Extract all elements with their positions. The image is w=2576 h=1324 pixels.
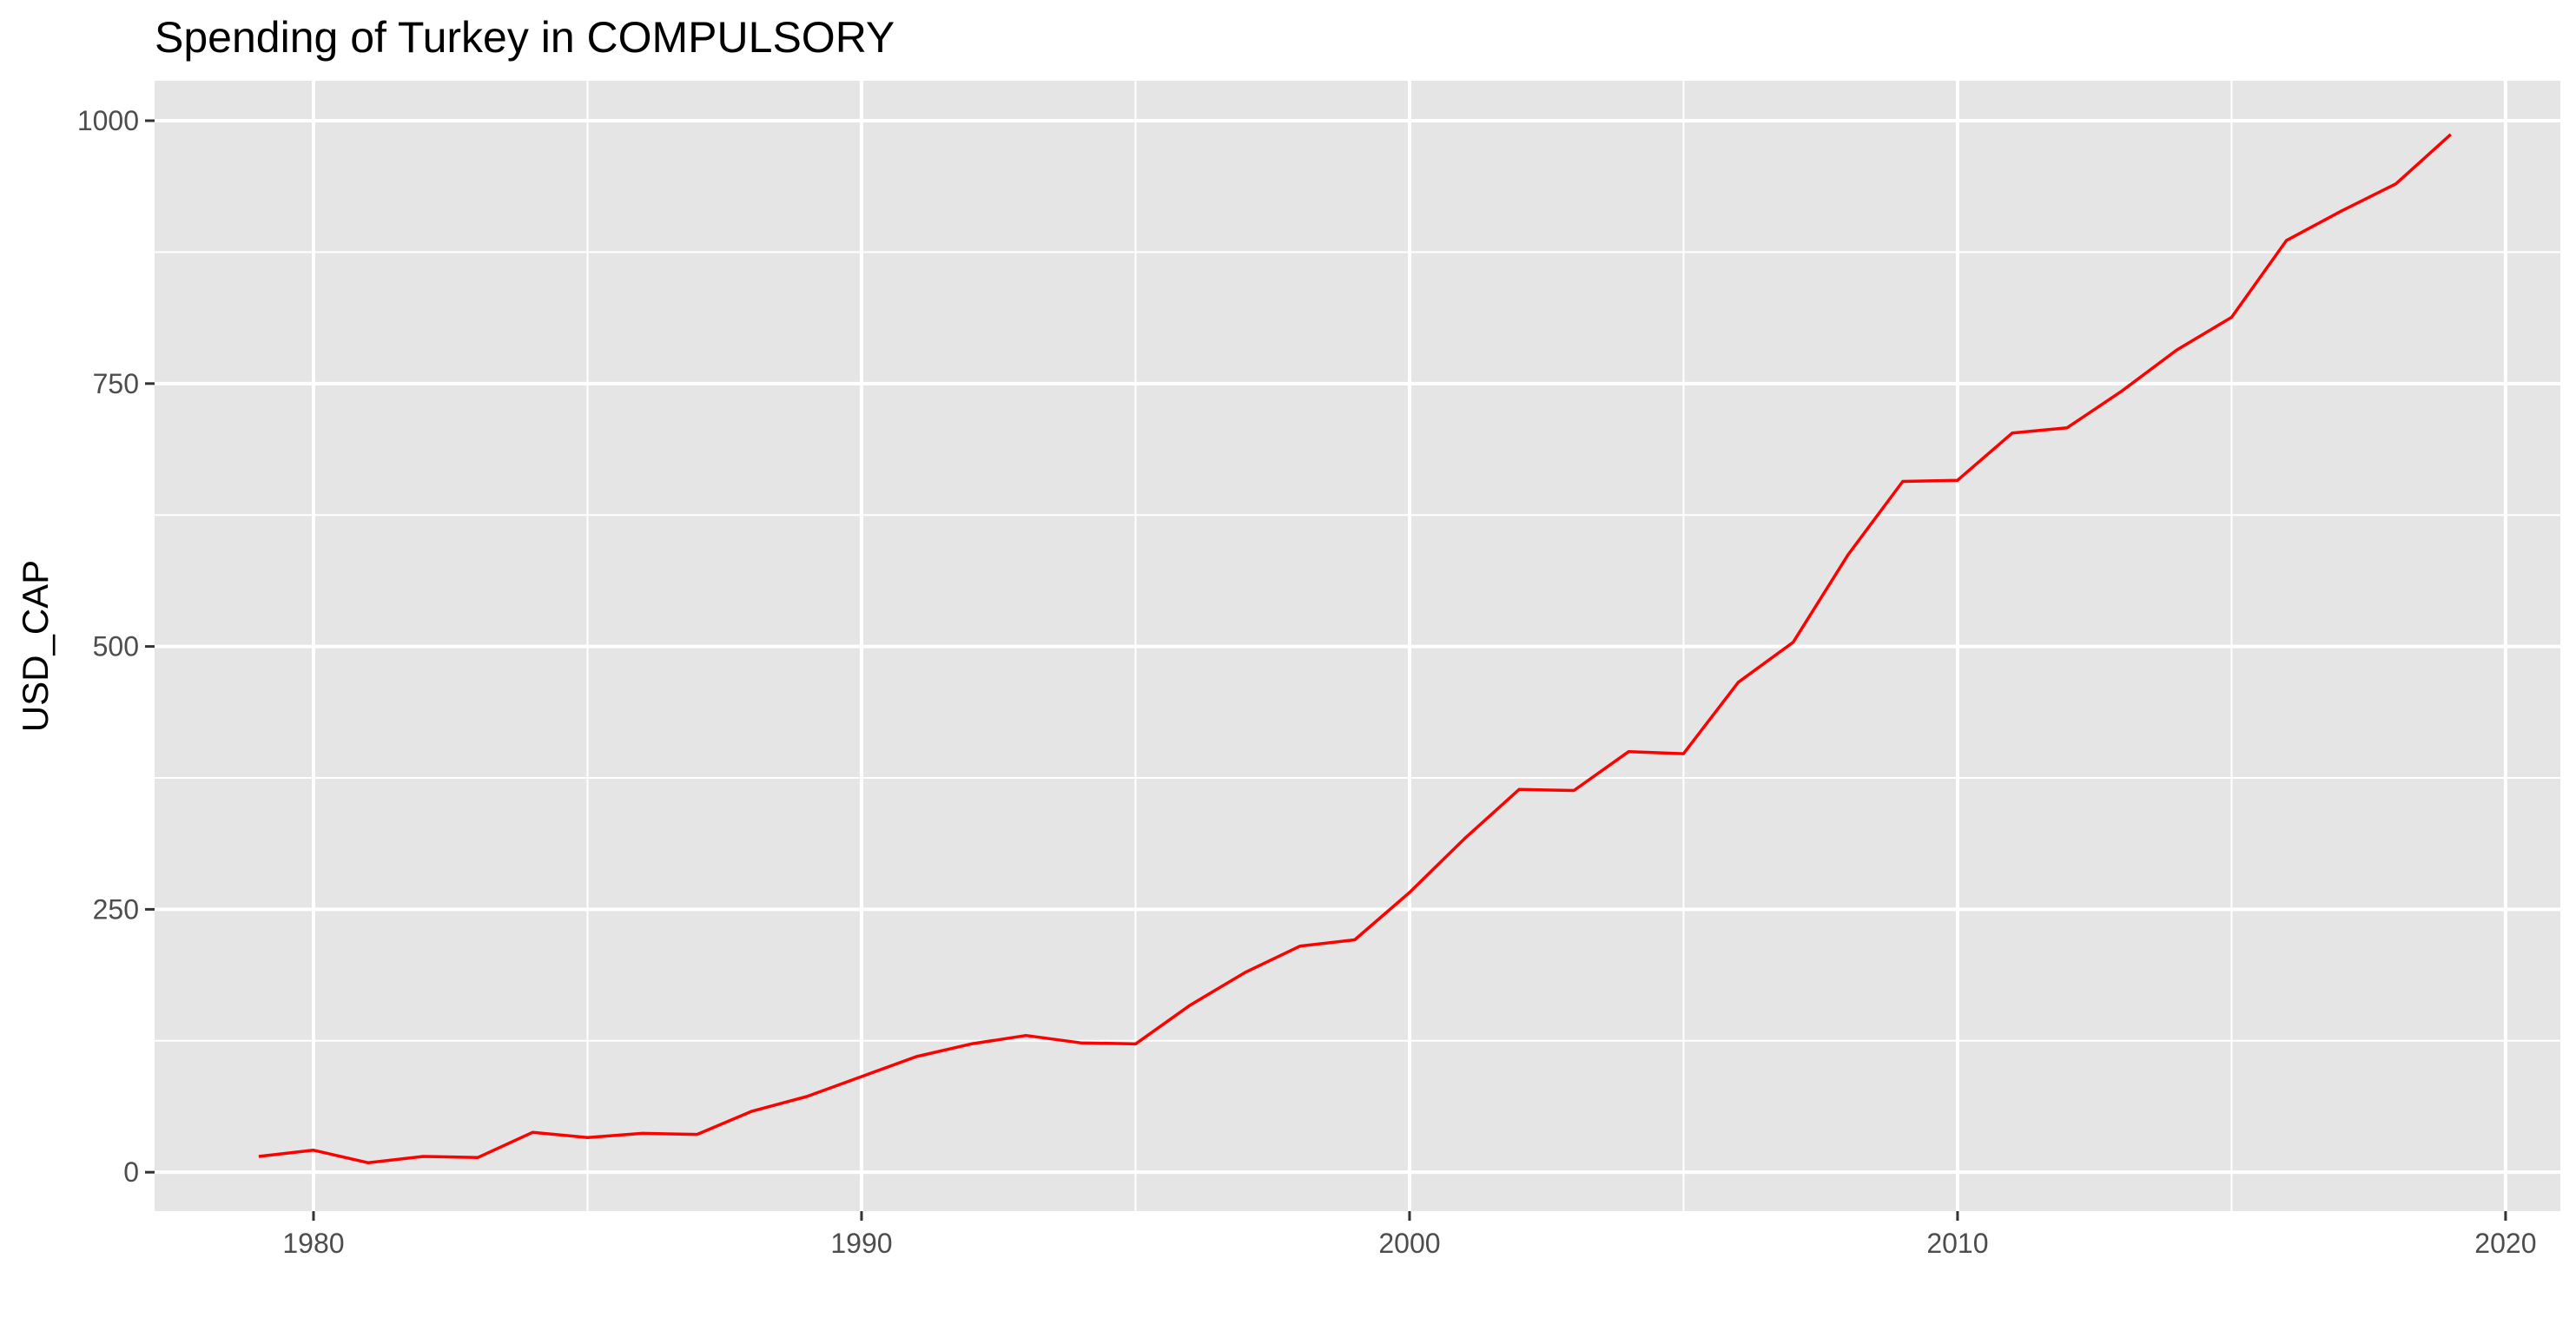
x-tick-label: 2000 <box>1378 1228 1440 1259</box>
x-tick-label: 2020 <box>2474 1228 2536 1259</box>
major-gridlines <box>155 81 2560 1211</box>
y-axis-title: USD_CAP <box>15 560 56 732</box>
x-tick-label: 1990 <box>830 1228 892 1259</box>
y-tick-label: 0 <box>123 1156 139 1188</box>
y-tick-label: 1000 <box>77 105 139 136</box>
chart-title: Spending of Turkey in COMPULSORY <box>155 13 895 62</box>
y-tick-label: 250 <box>93 893 139 925</box>
series-layer <box>258 133 2452 1165</box>
y-axis: 0 250 500 750 1000 <box>77 105 155 1188</box>
series-line <box>258 133 2452 1165</box>
y-tick-label: 500 <box>93 631 139 662</box>
x-axis: 1980 1990 2000 2010 2020 <box>282 1211 2536 1259</box>
y-tick-label: 750 <box>93 368 139 399</box>
x-tick-label: 1980 <box>282 1228 344 1259</box>
x-tick-label: 2010 <box>1926 1228 1988 1259</box>
